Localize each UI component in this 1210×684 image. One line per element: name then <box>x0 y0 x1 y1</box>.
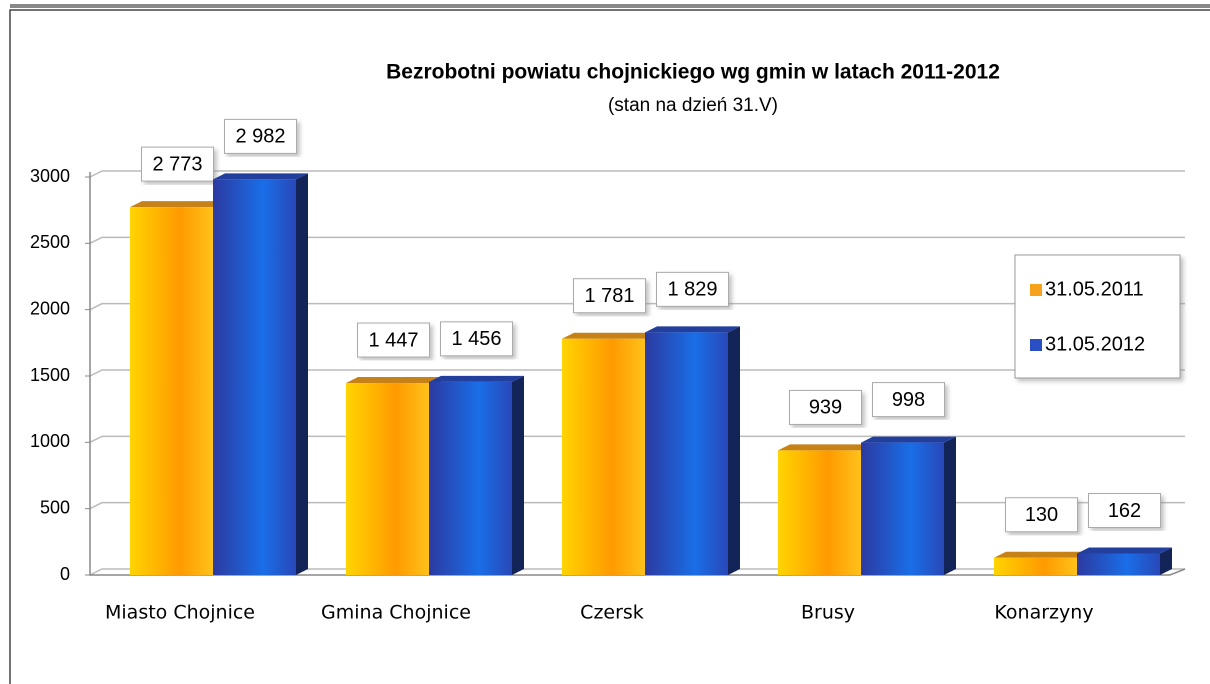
legend-label: 31.05.2012 <box>1045 333 1145 355</box>
value-label: 1 447 <box>368 329 418 351</box>
legend-label: 31.05.2011 <box>1045 278 1144 300</box>
bar-side <box>512 375 524 575</box>
bar-side <box>728 326 740 575</box>
bar <box>213 173 308 575</box>
grid-line <box>89 302 1185 311</box>
bar-front <box>645 332 728 575</box>
bar-front <box>562 338 645 575</box>
bar-front <box>213 179 296 575</box>
bar-top <box>645 326 740 333</box>
value-label-box <box>789 389 862 425</box>
chart-subtitle: (stan na dzień 31.V) <box>608 95 778 116</box>
bar <box>994 551 1089 575</box>
bar-side <box>1160 547 1172 575</box>
value-label: 998 <box>892 389 925 411</box>
value-label: 130 <box>1025 504 1058 526</box>
y-tick-label: 1500 <box>30 365 70 385</box>
value-label-box <box>1088 493 1161 529</box>
value-label-box <box>1005 497 1078 533</box>
x-tick-label: Brusy <box>801 602 855 624</box>
grid-line <box>89 435 1185 444</box>
x-tick-label: Konarzyny <box>994 602 1093 624</box>
value-label: 162 <box>1108 500 1141 522</box>
bar <box>346 377 441 575</box>
bar-front <box>994 557 1077 575</box>
value-label: 1 781 <box>584 285 634 307</box>
bar <box>1077 547 1172 575</box>
x-tick-label: Gmina Chojnice <box>321 602 471 624</box>
bar-front <box>130 207 213 575</box>
bar-top <box>861 436 956 443</box>
y-tick-label: 2000 <box>30 298 70 318</box>
value-label: 2 982 <box>235 126 285 148</box>
grid-line <box>89 369 1185 377</box>
legend-swatch <box>1030 284 1042 296</box>
bar <box>645 326 740 575</box>
bar-front <box>1077 553 1160 575</box>
grid-line <box>89 236 1185 245</box>
value-label: 1 456 <box>451 328 501 350</box>
bar-top <box>562 332 657 339</box>
value-label-box <box>573 278 646 314</box>
frame <box>9 9 1210 684</box>
x-tick-label: Miasto Chojnice <box>105 602 255 624</box>
bar-top <box>429 375 524 382</box>
bar-front <box>429 381 512 575</box>
legend-box <box>1014 254 1181 379</box>
bar-top <box>778 444 873 451</box>
y-tick-label: 1000 <box>30 431 70 451</box>
value-label-box <box>357 322 430 358</box>
bar-side <box>944 436 956 575</box>
grid-line <box>89 170 1185 178</box>
value-label: 2 773 <box>152 153 202 175</box>
value-label: 1 829 <box>667 279 717 301</box>
value-label-box <box>872 382 945 418</box>
y-tick-label: 0 <box>60 564 70 584</box>
bar-front <box>861 442 944 575</box>
bar <box>130 201 225 575</box>
value-label-box <box>141 146 214 182</box>
bar-top <box>1077 547 1172 554</box>
bar-side <box>296 173 308 575</box>
bar-front <box>778 450 861 575</box>
bar <box>562 332 657 575</box>
value-label-box <box>224 118 297 154</box>
value-label-box <box>656 271 729 307</box>
value-label: 939 <box>809 397 842 419</box>
bar-top <box>994 551 1089 558</box>
bar <box>778 444 873 575</box>
x-tick-label: Czersk <box>580 602 644 624</box>
y-tick-label: 500 <box>40 497 70 517</box>
bar <box>429 375 524 575</box>
y-tick-label: 2500 <box>30 232 70 252</box>
bar-front <box>346 383 429 575</box>
bar <box>861 436 956 575</box>
bar-top <box>346 377 441 384</box>
legend-swatch <box>1030 339 1042 351</box>
bar-top <box>130 201 225 208</box>
bar-top <box>213 173 308 180</box>
value-label-box <box>440 321 513 357</box>
y-tick-label: 3000 <box>30 166 70 186</box>
chart-title: Bezrobotni powiatu chojnickiego wg gmin … <box>386 61 1000 84</box>
